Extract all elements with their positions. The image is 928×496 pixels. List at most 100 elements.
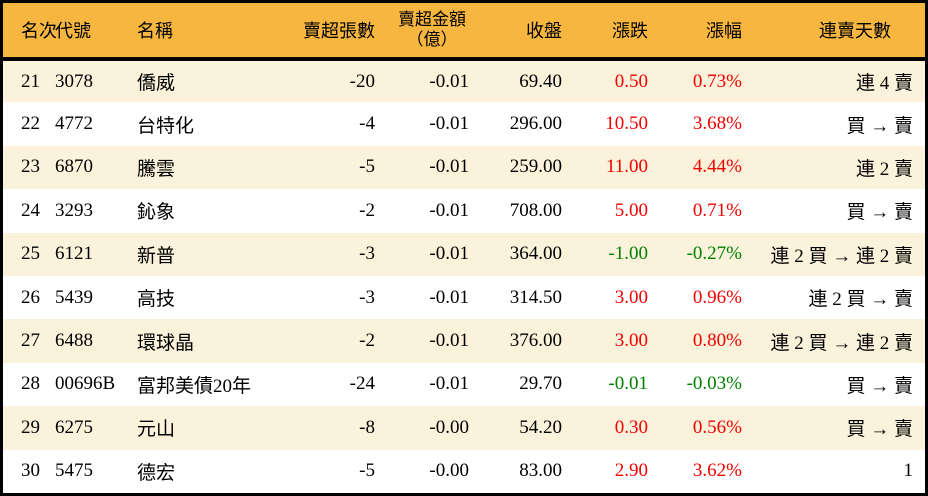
- cell-amount: -0.01: [381, 59, 483, 103]
- cell-streak: 買 → 賣: [748, 189, 925, 233]
- cell-change: -1.00: [570, 232, 660, 276]
- cell-change: -0.01: [570, 362, 660, 407]
- table-body: 21 3078 僑威 -20 -0.01 69.40 0.50 0.73% 連 …: [3, 59, 925, 493]
- cell-change-pct: 0.73%: [660, 59, 748, 103]
- cell-change: 0.30: [570, 406, 660, 450]
- table-row: 26 5439 高技 -3 -0.01 314.50 3.00 0.96% 連 …: [3, 275, 925, 320]
- cell-change: 2.90: [570, 449, 660, 493]
- cell-stock-name: 台特化: [135, 102, 285, 146]
- cell-rank: 23: [3, 145, 53, 190]
- cell-amount: -0.00: [381, 406, 483, 450]
- col-header-volume: 賣超張數: [285, 3, 381, 61]
- cell-amount: -0.01: [381, 145, 483, 190]
- cell-stock-code: 4772: [53, 102, 135, 146]
- cell-close: 29.70: [483, 362, 570, 407]
- cell-change: 0.50: [570, 59, 660, 103]
- cell-streak: 1: [748, 449, 925, 493]
- table-row: 22 4772 台特化 -4 -0.01 296.00 10.50 3.68% …: [3, 102, 925, 146]
- cell-stock-name: 德宏: [135, 449, 285, 493]
- table-row: 29 6275 元山 -8 -0.00 54.20 0.30 0.56% 買 →…: [3, 406, 925, 450]
- cell-stock-code: 6870: [53, 145, 135, 190]
- cell-rank: 21: [3, 59, 53, 103]
- col-header-close: 收盤: [483, 3, 570, 61]
- table-row: 24 3293 鈊象 -2 -0.01 708.00 5.00 0.71% 買 …: [3, 189, 925, 233]
- cell-change-pct: 4.44%: [660, 145, 748, 190]
- cell-close: 54.20: [483, 406, 570, 450]
- cell-streak: 連 4 賣: [748, 59, 925, 103]
- cell-stock-name: 環球晶: [135, 319, 285, 363]
- col-header-amount-line1: 賣超金額: [398, 10, 466, 30]
- cell-amount: -0.01: [381, 102, 483, 146]
- cell-amount: -0.01: [381, 319, 483, 363]
- cell-amount: -0.01: [381, 232, 483, 276]
- cell-volume: -24: [285, 362, 381, 407]
- col-header-streak: 連賣天數: [748, 3, 925, 61]
- table-row: 21 3078 僑威 -20 -0.01 69.40 0.50 0.73% 連 …: [3, 59, 925, 103]
- cell-streak: 連 2 買 → 賣: [748, 275, 925, 320]
- cell-amount: -0.01: [381, 275, 483, 320]
- stock-net-sell-table: 名次 代號 名稱 賣超張數 賣超金額 （億） 收盤 漲跌 漲幅 連賣天數 21 …: [3, 3, 925, 493]
- cell-volume: -5: [285, 145, 381, 190]
- cell-amount: -0.01: [381, 189, 483, 233]
- cell-change-pct: 3.68%: [660, 102, 748, 146]
- cell-rank: 27: [3, 319, 53, 363]
- cell-streak: 連 2 賣: [748, 145, 925, 190]
- cell-change-pct: 0.71%: [660, 189, 748, 233]
- cell-stock-name: 鈊象: [135, 189, 285, 233]
- table-row: 25 6121 新普 -3 -0.01 364.00 -1.00 -0.27% …: [3, 232, 925, 276]
- cell-streak: 買 → 賣: [748, 362, 925, 407]
- col-header-amount-line2: （億）: [406, 30, 458, 49]
- col-header-change-pct: 漲幅: [660, 3, 748, 61]
- cell-volume: -3: [285, 275, 381, 320]
- cell-volume: -2: [285, 319, 381, 363]
- cell-rank: 26: [3, 275, 53, 320]
- cell-streak: 買 → 賣: [748, 406, 925, 450]
- cell-close: 69.40: [483, 59, 570, 103]
- cell-change-pct: 0.56%: [660, 406, 748, 450]
- cell-close: 83.00: [483, 449, 570, 493]
- cell-rank: 30: [3, 449, 53, 493]
- col-header-change: 漲跌: [570, 3, 660, 61]
- cell-stock-code: 5475: [53, 449, 135, 493]
- cell-volume: -2: [285, 189, 381, 233]
- cell-stock-name: 高技: [135, 275, 285, 320]
- col-header-code: 代號: [53, 3, 135, 61]
- table-row: 28 00696B 富邦美債20年 -24 -0.01 29.70 -0.01 …: [3, 362, 925, 407]
- col-header-amount: 賣超金額 （億）: [381, 3, 483, 61]
- cell-rank: 22: [3, 102, 53, 146]
- cell-stock-name: 騰雲: [135, 145, 285, 190]
- cell-amount: -0.01: [381, 362, 483, 407]
- cell-stock-code: 6121: [53, 232, 135, 276]
- cell-rank: 29: [3, 406, 53, 450]
- cell-close: 708.00: [483, 189, 570, 233]
- cell-close: 376.00: [483, 319, 570, 363]
- cell-change: 5.00: [570, 189, 660, 233]
- cell-close: 314.50: [483, 275, 570, 320]
- cell-rank: 24: [3, 189, 53, 233]
- col-header-name: 名稱: [135, 3, 285, 61]
- cell-streak: 連 2 買 → 連 2 賣: [748, 319, 925, 363]
- cell-volume: -20: [285, 59, 381, 103]
- cell-close: 296.00: [483, 102, 570, 146]
- cell-stock-name: 僑威: [135, 59, 285, 103]
- cell-streak: 連 2 買 → 連 2 賣: [748, 232, 925, 276]
- cell-change: 3.00: [570, 319, 660, 363]
- cell-change: 10.50: [570, 102, 660, 146]
- cell-streak: 買 → 賣: [748, 102, 925, 146]
- table-row: 23 6870 騰雲 -5 -0.01 259.00 11.00 4.44% 連…: [3, 145, 925, 190]
- cell-volume: -3: [285, 232, 381, 276]
- cell-close: 364.00: [483, 232, 570, 276]
- cell-volume: -4: [285, 102, 381, 146]
- cell-close: 259.00: [483, 145, 570, 190]
- table-header-row: 名次 代號 名稱 賣超張數 賣超金額 （億） 收盤 漲跌 漲幅 連賣天數: [3, 3, 925, 61]
- cell-stock-name: 新普: [135, 232, 285, 276]
- cell-stock-code: 3078: [53, 59, 135, 103]
- cell-change-pct: 0.80%: [660, 319, 748, 363]
- cell-volume: -5: [285, 449, 381, 493]
- cell-stock-code: 6275: [53, 406, 135, 450]
- cell-change-pct: -0.27%: [660, 232, 748, 276]
- cell-rank: 25: [3, 232, 53, 276]
- cell-change-pct: 0.96%: [660, 275, 748, 320]
- cell-amount: -0.00: [381, 449, 483, 493]
